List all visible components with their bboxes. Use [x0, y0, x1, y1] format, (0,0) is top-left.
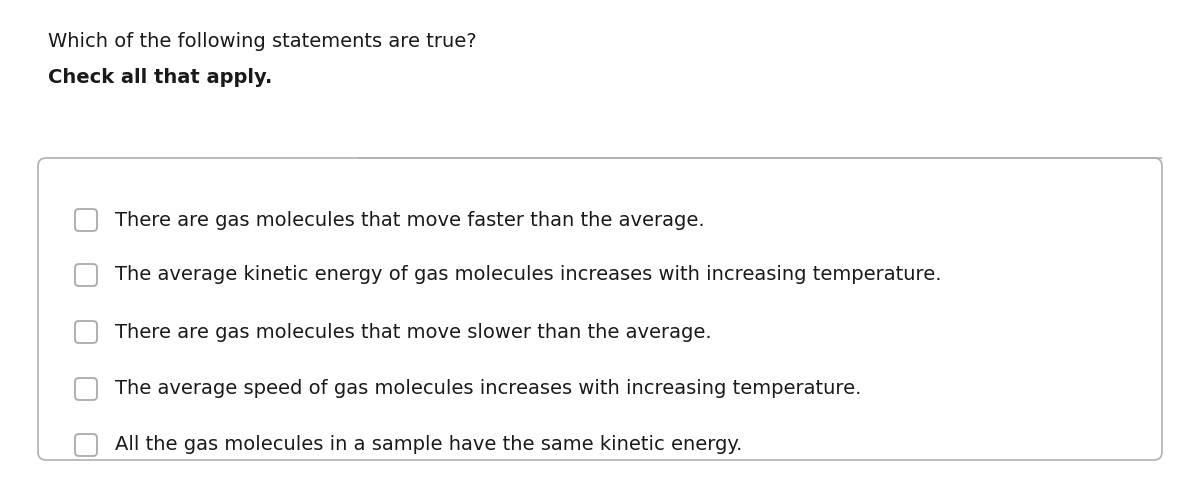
- Text: There are gas molecules that move faster than the average.: There are gas molecules that move faster…: [115, 211, 704, 229]
- FancyBboxPatch shape: [74, 264, 97, 286]
- Text: The average kinetic energy of gas molecules increases with increasing temperatur: The average kinetic energy of gas molecu…: [115, 266, 942, 285]
- FancyBboxPatch shape: [74, 209, 97, 231]
- FancyBboxPatch shape: [74, 378, 97, 400]
- Text: The average speed of gas molecules increases with increasing temperature.: The average speed of gas molecules incre…: [115, 379, 862, 398]
- FancyBboxPatch shape: [74, 321, 97, 343]
- FancyBboxPatch shape: [38, 158, 1162, 460]
- Text: Which of the following statements are true?: Which of the following statements are tr…: [48, 32, 476, 51]
- Text: Check all that apply.: Check all that apply.: [48, 68, 272, 87]
- FancyBboxPatch shape: [74, 434, 97, 456]
- Text: There are gas molecules that move slower than the average.: There are gas molecules that move slower…: [115, 322, 712, 342]
- Text: All the gas molecules in a sample have the same kinetic energy.: All the gas molecules in a sample have t…: [115, 436, 743, 454]
